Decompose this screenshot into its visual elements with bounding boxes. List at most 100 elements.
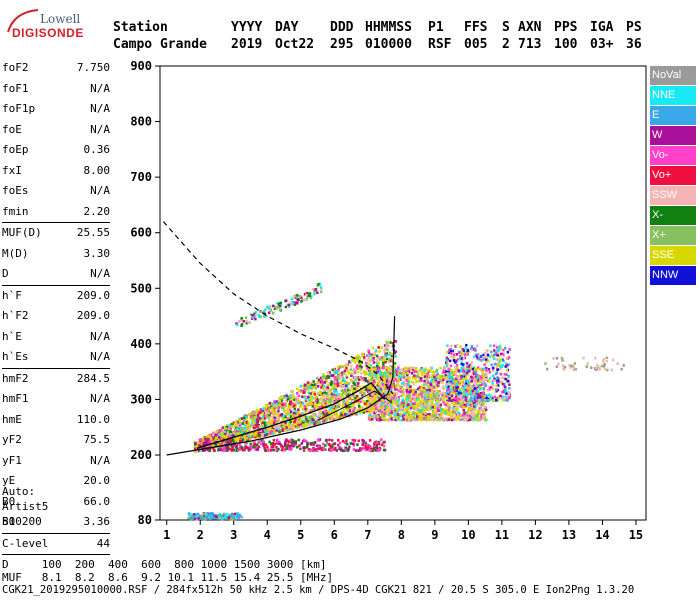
echo-point — [336, 406, 339, 409]
echo-point — [332, 376, 335, 379]
echo-point — [427, 387, 430, 390]
echo-point — [316, 381, 319, 385]
echo-point — [356, 359, 360, 362]
param-row: B0 66.0 — [2, 492, 110, 513]
echo-point — [476, 344, 479, 347]
echo-point — [311, 405, 314, 408]
echo-point — [492, 354, 496, 357]
param-row: yE 20.0 — [2, 471, 110, 492]
echo-point — [466, 387, 469, 390]
echo-point — [369, 402, 372, 406]
echo-point — [424, 367, 427, 370]
echo-point — [491, 381, 494, 385]
echo-point — [368, 367, 371, 371]
echo-point — [248, 426, 251, 430]
echo-point — [344, 364, 347, 367]
echo-point — [260, 410, 263, 414]
echo-point — [406, 388, 409, 392]
echo-point — [358, 357, 361, 361]
echo-point — [465, 411, 468, 415]
echo-point — [194, 443, 197, 446]
echo-point — [338, 383, 341, 387]
echo-point — [394, 396, 397, 400]
echo-point — [484, 383, 487, 386]
echo-point — [387, 409, 390, 413]
echo-point — [284, 400, 288, 403]
echo-point — [321, 401, 324, 404]
param-name: yF1 — [2, 453, 22, 467]
echo-point — [286, 417, 289, 420]
param-value: 75.5 — [83, 433, 111, 446]
echo-point — [238, 432, 241, 435]
echo-point — [417, 397, 421, 401]
param-divider — [2, 222, 110, 223]
param-name: foEs — [2, 184, 29, 197]
echo-point — [310, 386, 313, 390]
echo-point — [504, 377, 507, 381]
echo-point — [400, 404, 403, 407]
echo-point — [466, 353, 469, 356]
echo-point — [375, 395, 378, 398]
echo-point — [241, 431, 244, 435]
echo-point — [267, 416, 271, 419]
echo-point — [235, 431, 239, 435]
echo-point — [435, 397, 438, 401]
echo-point — [353, 412, 356, 416]
echo-point — [452, 353, 455, 356]
echo-point — [494, 353, 498, 356]
echo-point — [326, 371, 330, 374]
echo-point — [421, 397, 425, 401]
echo-point — [416, 398, 419, 401]
echo-point — [336, 371, 339, 375]
echo-point — [194, 447, 197, 451]
echo-point — [482, 410, 485, 414]
echo-point — [259, 408, 263, 411]
echo-point — [420, 373, 424, 376]
echo-point — [476, 390, 479, 393]
echo-point — [211, 435, 214, 438]
echo-point — [473, 383, 476, 386]
echo-point — [283, 419, 286, 422]
echo-point — [301, 421, 304, 424]
echo-point — [460, 387, 463, 390]
echo-point — [449, 352, 453, 355]
echo-point — [256, 419, 259, 423]
echo-point — [467, 384, 470, 388]
echo-point — [283, 410, 286, 413]
echo-point — [395, 418, 398, 422]
echo-point — [285, 426, 288, 429]
echo-point — [433, 404, 436, 407]
echo-point — [240, 428, 244, 432]
echo-point — [497, 351, 500, 355]
echo-point — [374, 409, 378, 413]
echo-point — [482, 379, 485, 382]
echo-point — [414, 388, 417, 392]
echo-point — [412, 407, 416, 411]
echo-point — [411, 380, 414, 384]
echo-point — [488, 386, 491, 389]
echo-point — [298, 416, 302, 420]
echo-point — [376, 388, 379, 391]
echo-point — [493, 357, 496, 360]
echo-point — [490, 354, 493, 357]
echo-point — [284, 423, 288, 426]
echo-point — [324, 399, 328, 403]
echo-point — [248, 428, 251, 432]
echo-point — [287, 425, 291, 429]
echo-point — [379, 370, 382, 373]
echo-point — [477, 407, 481, 411]
echo-point — [280, 403, 283, 406]
echo-point — [369, 370, 372, 374]
echo-point — [410, 372, 414, 375]
echo-point — [493, 377, 496, 381]
param-name: hmE — [2, 412, 22, 426]
echo-point — [419, 377, 423, 380]
echo-point — [392, 417, 395, 420]
echo-point — [479, 379, 482, 383]
echo-point — [443, 367, 446, 370]
echo-point — [461, 406, 464, 410]
echo-point — [303, 388, 306, 392]
echo-point — [332, 374, 335, 377]
echo-point — [439, 411, 443, 415]
echo-point — [308, 386, 311, 390]
